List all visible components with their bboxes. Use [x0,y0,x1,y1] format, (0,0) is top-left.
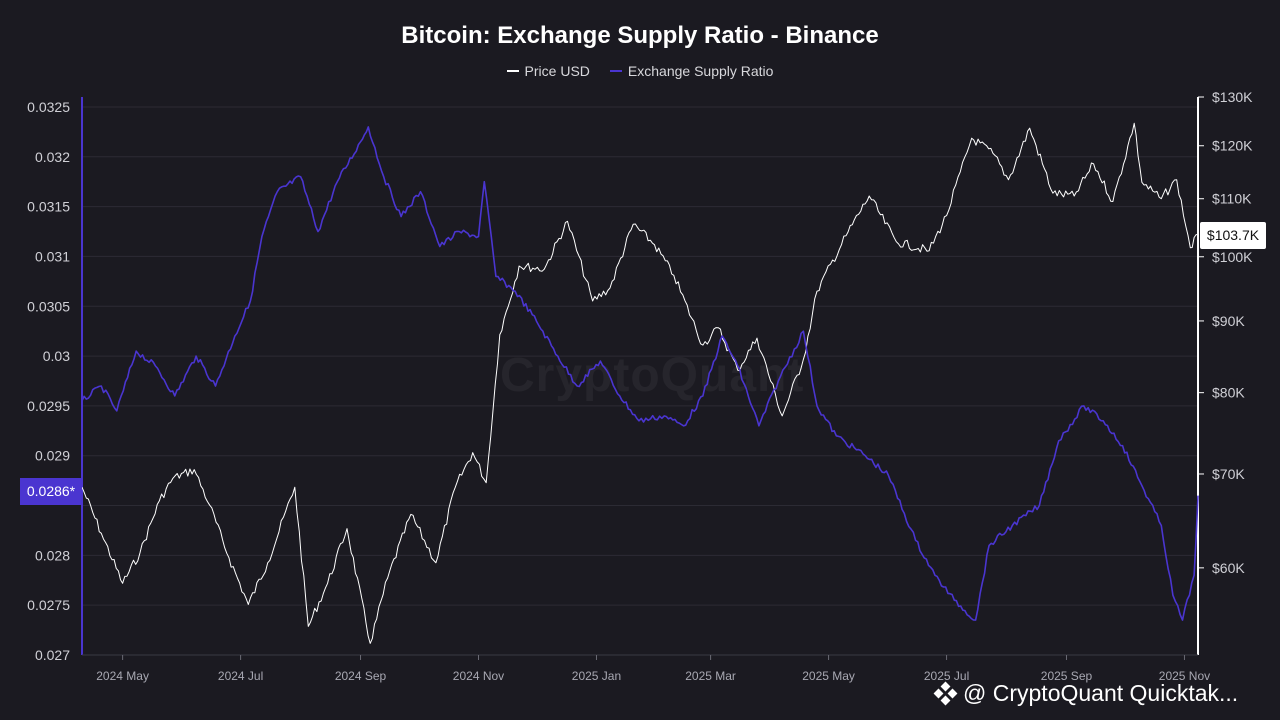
x-tick-label: 2024 May [96,669,149,683]
y-right-tick-label: $130K [1212,89,1253,105]
grid [82,106,1198,656]
x-tick-label: 2025 May [802,669,855,683]
x-axis: 2024 May 2024 Jul 2024 Sep 2024 Nov 2025 Jan… [82,654,1210,683]
legend-label-price: Price USD [524,63,590,79]
x-tick-label: 2025 Jul [924,669,969,683]
y-axis-right: $60K $70K $80K $90K $100K $110K $120K $130K [1197,89,1253,655]
x-tick-label: 2025 Jan [572,669,621,683]
y-left-tick-label: 0.0305 [27,298,70,314]
legend-item-price[interactable]: Price USD [506,63,590,79]
y-right-tick-label: $60K [1212,560,1245,576]
source-tag: @ CryptoQuant Quicktak... [933,680,1239,707]
legend-label-ratio: Exchange Supply Ratio [627,63,774,79]
y-left-tick-label: 0.032 [35,149,70,165]
chart-title: Bitcoin: Exchange Supply Ratio - Binance [401,22,879,49]
series-layer [81,122,1199,644]
y-left-tick-label: 0.028 [35,547,70,563]
series-line-exchange-supply-ratio [81,126,1199,621]
legend-item-ratio[interactable]: Exchange Supply Ratio [609,63,774,79]
y-left-tick-label: 0.029 [35,448,70,464]
current-price-badge: $103.7K [1200,222,1266,249]
y-right-tick-label: $120K [1212,138,1253,154]
series-line-price-usd [81,122,1198,644]
y-left-tick-label: 0.0275 [27,597,70,613]
y-right-tick-label: $90K [1212,313,1245,329]
x-tick-label: 2024 Nov [453,669,504,683]
y-left-tick-label: 0.03 [43,348,70,364]
y-right-tick-label: $110K [1212,191,1252,207]
y-axis-left: 0.027 0.0275 0.028 0.029 0.0295 0.03 0.0305 0.0… [27,97,83,663]
y-left-tick-label: 0.0315 [27,199,70,215]
binance-logo-icon [933,681,958,705]
y-right-tick-label: $70K [1212,466,1245,482]
x-tick-label: 2024 Jul [218,669,263,683]
x-tick-label: 2025 Mar [685,669,736,683]
y-left-tick-label: 0.031 [35,248,70,264]
legend-swatch-price [506,70,519,72]
x-tick-label: 2025 Nov [1159,669,1210,683]
current-ratio-badge: 0.0286* [20,478,82,505]
y-left-tick-label: 0.0325 [27,99,70,115]
x-tick-label: 2024 Sep [335,669,387,683]
y-left-tick-label: 0.0295 [27,398,70,414]
legend-swatch-ratio [609,70,622,72]
source-tag-text: @ CryptoQuant Quicktak... [963,680,1239,706]
x-tick-label: 2025 Sep [1041,669,1093,683]
y-right-tick-label: $100K [1212,249,1253,265]
chart-legend: Price USD Exchange Supply Ratio [0,63,1280,79]
y-left-tick-label: 0.027 [35,647,70,663]
y-right-tick-label: $80K [1212,385,1245,401]
